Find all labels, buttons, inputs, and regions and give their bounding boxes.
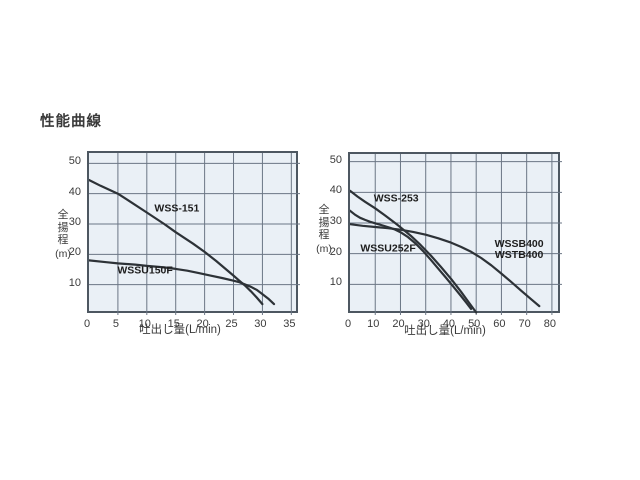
- right-performance-chart: WSS-253 WSSU252F WSSB400 WSTB400 全 揚 程 (m) …: [316, 152, 562, 337]
- right-x-axis-title: 吐出し量(L/min): [404, 325, 486, 337]
- x-tick-label: 35: [283, 318, 296, 330]
- y-tick-label: 30: [329, 215, 342, 227]
- x-tick-label: 60: [493, 318, 506, 330]
- curve-wss-151: [89, 178, 264, 306]
- x-tick-label: 10: [138, 318, 151, 330]
- curve-wssu252f: [350, 209, 473, 310]
- grid-lines: [350, 154, 562, 315]
- series-label-wssb400: WSSB400: [495, 238, 544, 250]
- series-label-wssu252f: WSSU252F: [360, 243, 416, 255]
- page-title: 性能曲線: [40, 114, 102, 130]
- x-tick-label: 70: [518, 318, 531, 330]
- series-label-wstb400: WSTB400: [495, 249, 544, 261]
- right-y-axis-title: 全 揚 程 (m): [309, 204, 339, 255]
- y-tick-label: 50: [329, 153, 342, 166]
- x-tick-label: 0: [83, 318, 91, 330]
- left-y-axis-title: 全 揚 程 (m): [48, 209, 78, 260]
- x-tick-label: 30: [417, 318, 430, 330]
- y-tick-label: 10: [68, 276, 81, 289]
- x-tick-label: 50: [468, 318, 481, 330]
- curve-wssb400: [350, 223, 541, 308]
- x-tick-label: 5: [112, 318, 119, 330]
- x-tick-label: 40: [442, 318, 456, 330]
- left-x-axis-title: 吐出し量(L/min): [139, 324, 221, 336]
- chart-canvas: WSS-151 WSSU150F: [89, 153, 300, 315]
- y-tick-label: 10: [329, 276, 342, 289]
- x-tick-label: 20: [392, 318, 405, 330]
- left-y-axis-unit: (m): [55, 247, 71, 260]
- grid-lines: [89, 153, 300, 315]
- x-tick-label: 30: [254, 318, 267, 330]
- curve-wssu150f: [89, 259, 276, 306]
- series-label-wss-253: WSS-253: [374, 193, 419, 205]
- right-y-axis-unit: (m): [316, 242, 332, 255]
- y-tick-label: 40: [329, 184, 342, 197]
- y-tick-label: 50: [68, 155, 81, 168]
- y-tick-label: 20: [329, 245, 342, 258]
- y-tick-label: 20: [68, 246, 81, 259]
- left-plot-area: WSS-151 WSSU150F: [87, 151, 300, 315]
- left-y-axis-label: 全 揚 程: [57, 209, 69, 246]
- x-tick-label: 10: [367, 318, 380, 330]
- right-plot-area: WSS-253 WSSU252F WSSB400 WSTB400: [348, 152, 562, 315]
- left-performance-chart: WSS-151 WSSU150F 全 揚 程 (m) 吐出し量(L/min) 0 5…: [55, 151, 300, 336]
- curve-wss-253: [350, 189, 478, 314]
- series-label-wss-151: WSS-151: [154, 202, 199, 214]
- x-tick-label: 20: [196, 318, 209, 330]
- y-tick-label: 30: [68, 215, 81, 228]
- x-tick-label: 0: [344, 318, 352, 330]
- x-tick-label: 25: [225, 318, 238, 330]
- x-tick-label: 80: [543, 318, 557, 330]
- y-tick-label: 40: [68, 185, 81, 198]
- series-label-wssu150f: WSSU150F: [117, 264, 173, 276]
- x-tick-label: 15: [167, 318, 180, 330]
- right-y-axis-label: 全 揚 程: [318, 204, 330, 241]
